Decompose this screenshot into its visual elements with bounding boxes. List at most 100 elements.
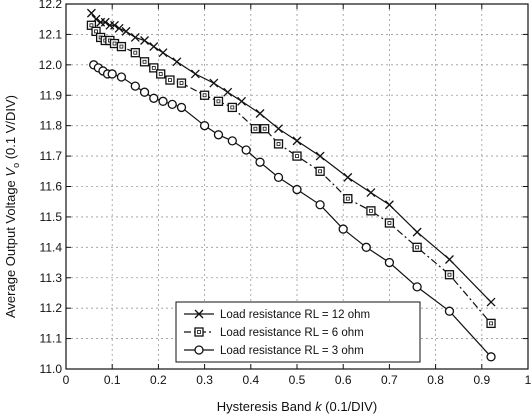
- data-point: [176, 78, 187, 88]
- marker-square-inner: [151, 65, 156, 70]
- data-point: [315, 200, 325, 210]
- y-tick-label: 11.6: [40, 180, 63, 194]
- data-point: [241, 145, 251, 155]
- y-tick-label: 12.0: [39, 58, 63, 72]
- marker-square: [227, 102, 237, 113]
- marker-square-inner: [415, 245, 420, 250]
- marker-square: [199, 90, 210, 100]
- marker-square: [343, 194, 353, 204]
- marker-stroke: [343, 172, 353, 182]
- data-series: [86, 8, 496, 362]
- data-point: [130, 81, 140, 91]
- x-tick-label: 0.1: [104, 373, 121, 387]
- marker-square-inner: [133, 50, 138, 55]
- data-point: [167, 99, 177, 110]
- y-tick-label: 11.1: [40, 332, 63, 346]
- data-point: [213, 96, 224, 106]
- marker-square: [130, 48, 140, 58]
- marker-stroke: [86, 8, 96, 18]
- data-point: [130, 32, 140, 42]
- data-point: [237, 96, 247, 106]
- legend-item: Load resistance RL = 12 ohm: [184, 309, 370, 321]
- data-point: [412, 227, 422, 237]
- marker-stroke: [149, 42, 159, 52]
- marker-square: [116, 41, 127, 52]
- data-point: [227, 102, 237, 113]
- x-axis-title-variable: k: [315, 399, 323, 414]
- marker-stroke: [121, 26, 131, 36]
- marker-square: [486, 318, 496, 329]
- marker-stroke: [315, 151, 325, 161]
- marker-stroke: [223, 87, 233, 97]
- data-point: [384, 200, 394, 210]
- marker-square: [213, 96, 224, 106]
- data-point: [100, 17, 110, 27]
- marker-square-inner: [387, 221, 392, 225]
- x-tick-label: 0.6: [335, 373, 352, 387]
- x-axis-title-unit: (0.1/DIV): [322, 399, 378, 414]
- data-point: [366, 206, 376, 216]
- legend-box: [175, 301, 421, 363]
- marker-square-inner: [216, 99, 221, 104]
- legend-marker: [194, 327, 204, 337]
- marker-stroke: [384, 200, 394, 210]
- marker-square: [194, 327, 204, 337]
- marker-square-inner: [295, 154, 299, 158]
- data-point: [139, 57, 150, 67]
- data-point: [486, 352, 496, 362]
- data-point: [338, 224, 348, 234]
- marker-square: [292, 151, 302, 161]
- y-axis-title-subscript: o: [11, 163, 21, 168]
- data-point: [384, 218, 395, 228]
- data-point: [149, 63, 159, 73]
- data-point: [366, 188, 376, 198]
- series-3: [89, 60, 496, 362]
- data-point: [190, 69, 200, 79]
- x-tick-label: 0.2: [150, 373, 167, 387]
- marker-stroke: [274, 124, 283, 134]
- data-point: [107, 69, 117, 79]
- data-point: [121, 26, 131, 36]
- data-point: [116, 72, 127, 82]
- marker-stroke: [445, 255, 454, 264]
- data-point: [199, 90, 210, 100]
- data-point: [149, 42, 159, 52]
- y-tick-label: 11.8: [40, 119, 63, 133]
- legend-label: Load resistance RL = 6 ohm: [220, 327, 364, 339]
- data-point: [227, 136, 237, 146]
- data-point: [255, 109, 265, 118]
- axis-ticks: 0 0.1 0.2 0.3 0.4 0.5 0.6 0.7 0.8 0.9 1 11.0 11.1 11.…: [39, 0, 532, 387]
- marker-stroke: [100, 17, 110, 27]
- data-point: [140, 36, 149, 45]
- marker-square: [156, 69, 166, 79]
- marker-square-inner: [142, 59, 147, 64]
- data-point: [343, 194, 353, 204]
- data-point: [384, 257, 395, 268]
- data-point: [260, 124, 270, 134]
- y-tick-label: 11.3: [40, 271, 63, 285]
- marker-square: [149, 63, 159, 73]
- marker-stroke: [366, 188, 376, 198]
- y-tick-label: 12.2: [39, 0, 63, 11]
- marker-stroke: [130, 32, 140, 42]
- marker-stroke: [412, 227, 422, 237]
- y-axis-title: Average Output Voltage Vo (0.1 V/DIV): [3, 95, 21, 318]
- x-tick-label: 0.3: [196, 373, 213, 387]
- data-point: [223, 87, 233, 97]
- legend-label: Load resistance RL = 12 ohm: [220, 309, 370, 321]
- data-point: [130, 48, 140, 58]
- marker-square: [139, 57, 150, 67]
- marker-square-inner: [202, 93, 207, 98]
- marker-square-inner: [318, 169, 323, 174]
- data-point: [158, 96, 168, 106]
- marker-square-inner: [369, 208, 373, 213]
- marker-square-inner: [276, 142, 281, 146]
- marker-stroke: [255, 109, 265, 118]
- marker-square-inner: [119, 44, 124, 49]
- data-point: [361, 242, 371, 252]
- data-point: [139, 87, 150, 97]
- marker-stroke: [292, 136, 302, 146]
- data-point: [165, 75, 175, 85]
- marker-stroke: [190, 69, 200, 79]
